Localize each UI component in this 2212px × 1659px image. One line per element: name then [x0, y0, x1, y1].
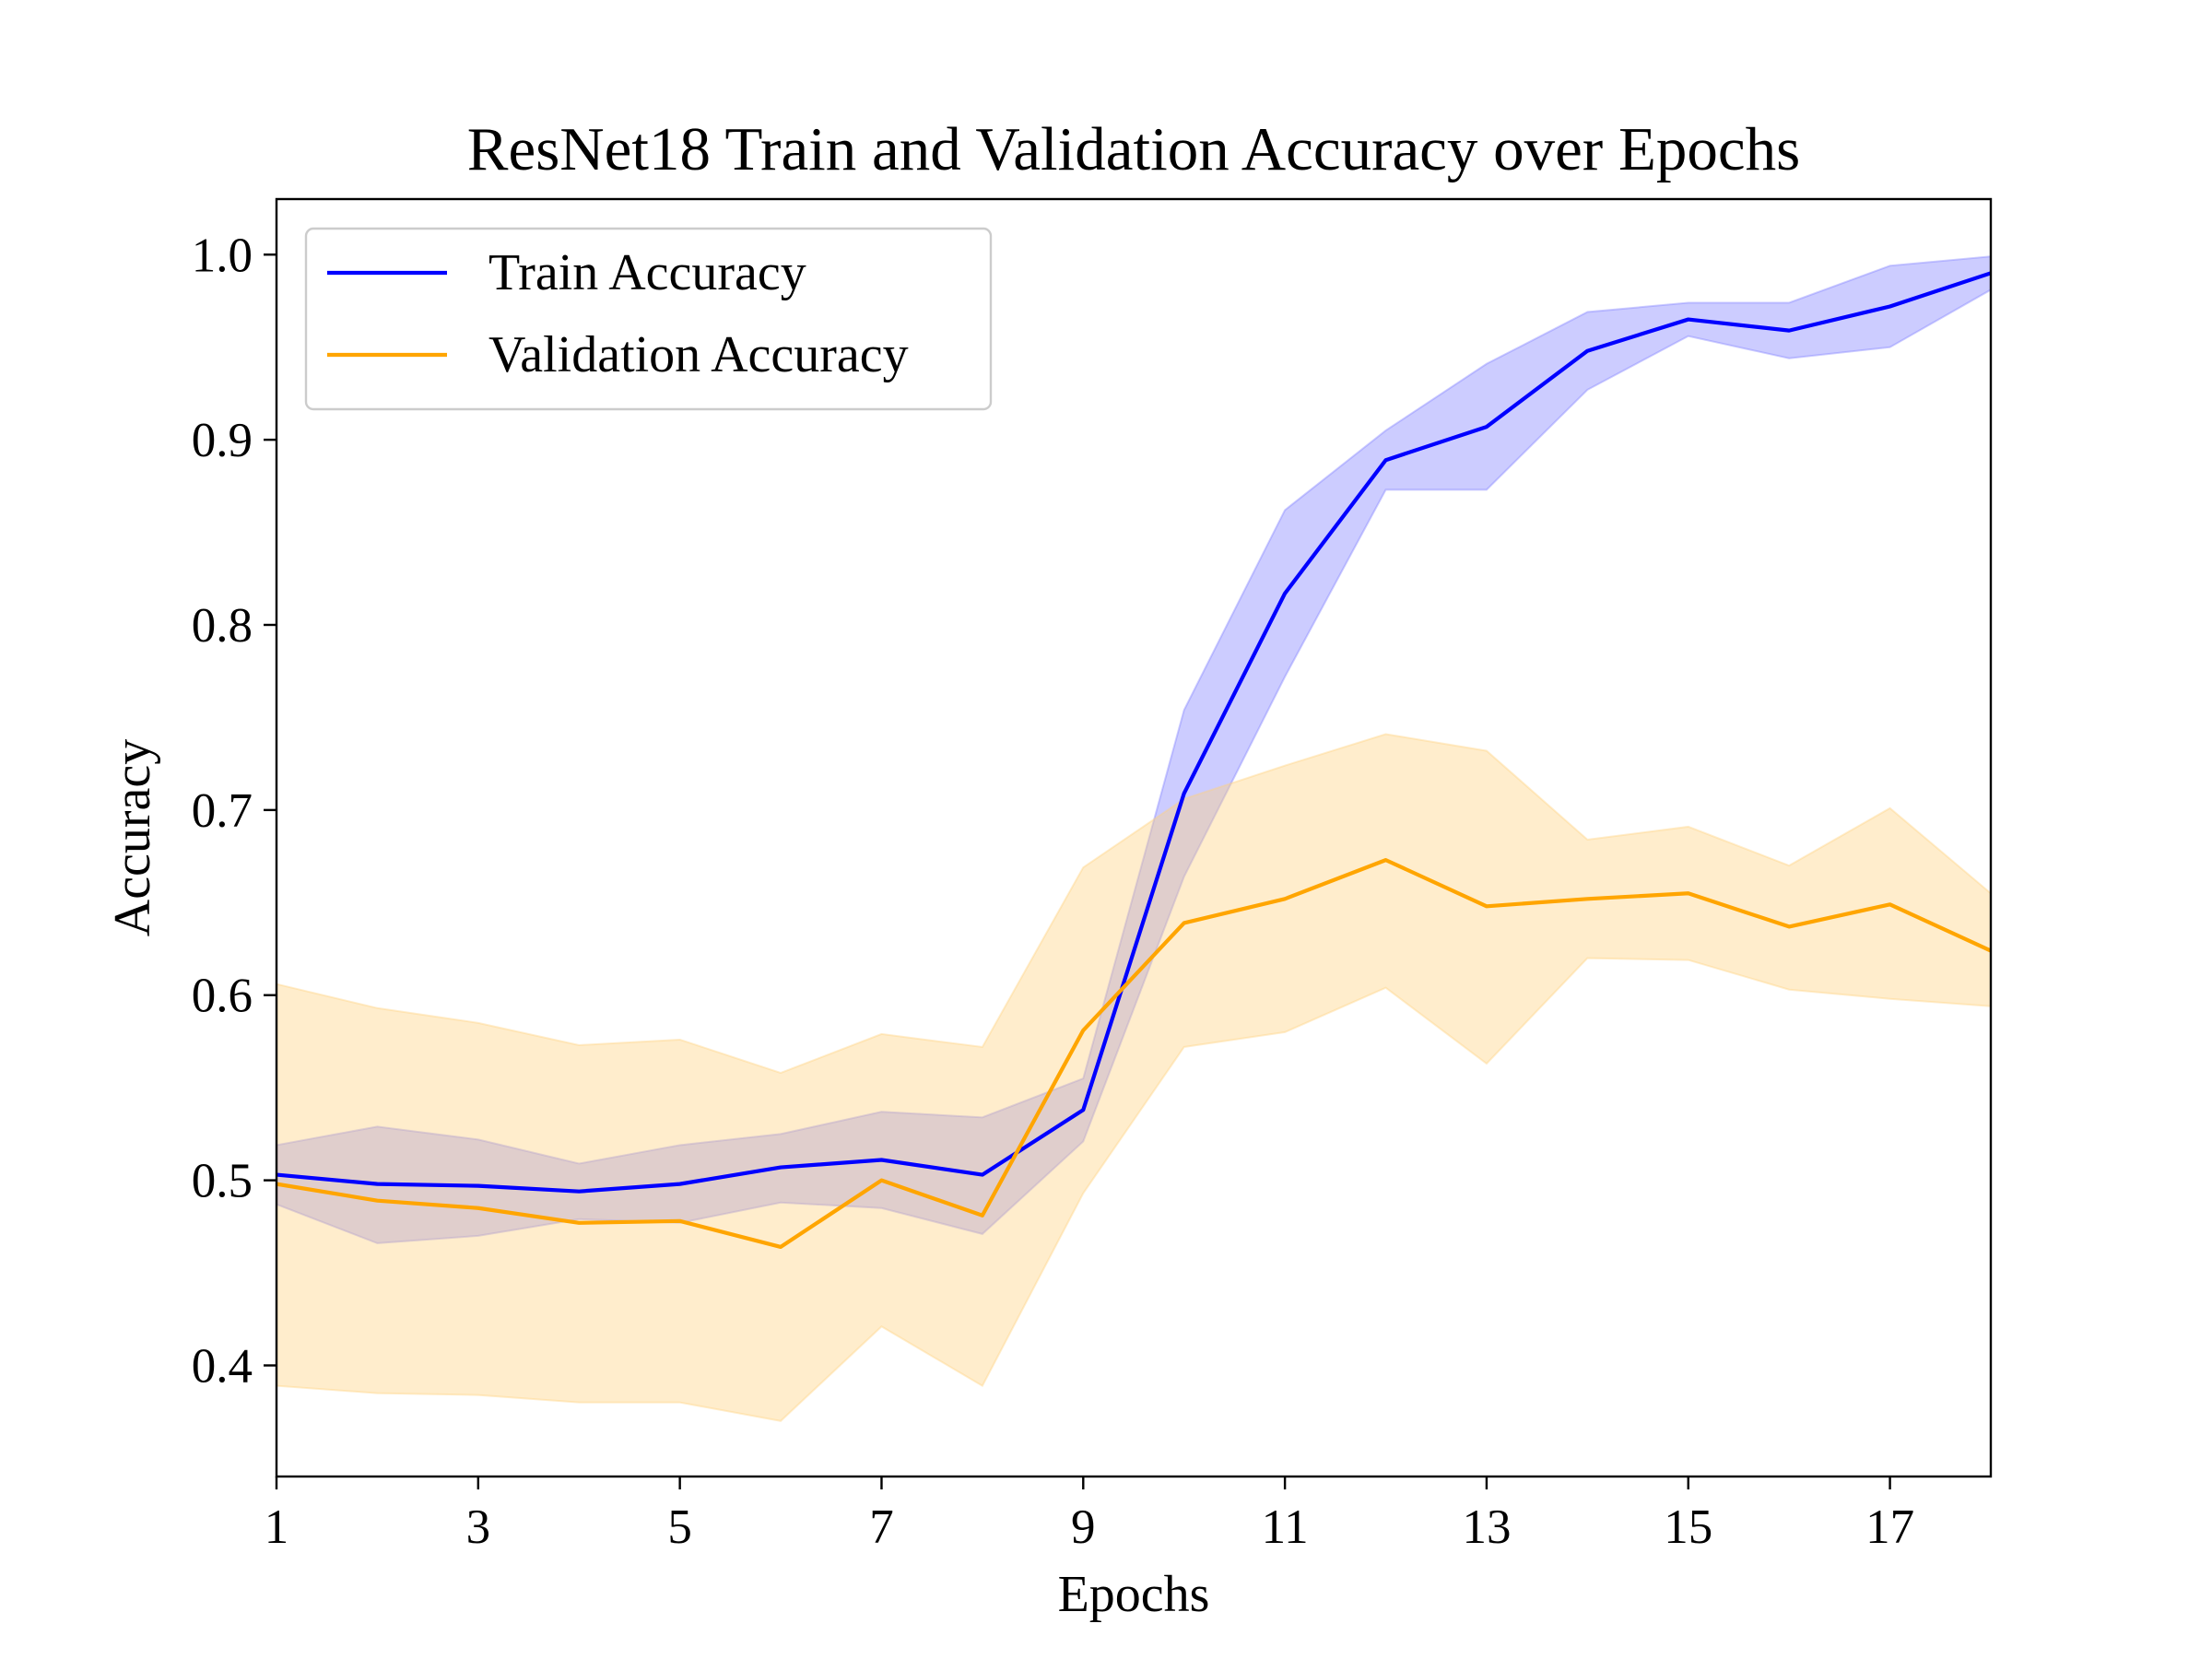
y-tick-label: 0.9 — [192, 414, 253, 467]
series-lines — [276, 271, 1992, 1250]
x-axis-ticks: 1 3 5 7 9 11 13 15 17 — [265, 1477, 1914, 1554]
legend: Train Accuracy Validation Accuracy — [304, 227, 993, 411]
x-tick-label: 9 — [1071, 1500, 1096, 1554]
y-tick-label: 0.7 — [192, 784, 253, 838]
validation-accuracy-line — [276, 858, 1992, 1250]
x-tick-label: 15 — [1664, 1500, 1712, 1554]
x-tick-label: 11 — [1262, 1500, 1309, 1554]
y-axis-ticks: 0.4 0.5 0.6 0.7 0.8 0.9 1.0 — [192, 229, 276, 1393]
x-tick-label: 17 — [1865, 1500, 1914, 1554]
train-accuracy-line — [276, 271, 1992, 1194]
y-tick-label: 0.8 — [192, 599, 253, 653]
x-tick-label: 13 — [1462, 1500, 1511, 1554]
y-tick-label: 0.5 — [192, 1155, 253, 1208]
x-axis-label: Epochs — [1058, 1566, 1210, 1623]
y-tick-label: 0.4 — [192, 1339, 253, 1393]
legend-label-validation: Validation Accuracy — [488, 326, 909, 383]
x-tick-label: 3 — [466, 1500, 491, 1554]
plot-frame — [275, 197, 1993, 1478]
y-tick-label: 1.0 — [192, 229, 253, 282]
x-tick-label: 7 — [869, 1500, 894, 1554]
legend-box — [304, 227, 993, 411]
x-tick-label: 5 — [667, 1500, 692, 1554]
y-tick-label: 0.6 — [192, 970, 253, 1023]
chart-title: ResNet18 Train and Validation Accuracy o… — [467, 115, 1800, 183]
x-tick-label: 1 — [265, 1500, 289, 1554]
legend-label-train: Train Accuracy — [488, 244, 806, 301]
y-axis-label: Accuracy — [104, 739, 161, 937]
